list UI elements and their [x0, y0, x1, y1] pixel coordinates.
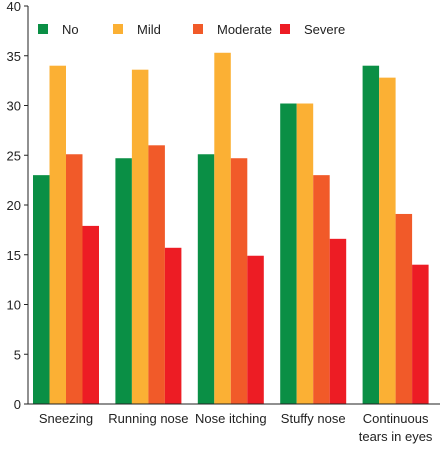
bar-mild: [214, 52, 231, 404]
bar-mild: [131, 69, 149, 405]
legend-item: Severe: [280, 22, 345, 37]
legend-item: Moderate: [193, 22, 272, 37]
y-axis: 0 5 10 15 20 25 30 35 40: [7, 0, 29, 412]
legend-label: Mild: [137, 22, 161, 37]
bar-group: [280, 103, 347, 404]
y-tick-label: 0: [14, 397, 21, 412]
x-category-label-line: Sneezing: [39, 411, 93, 426]
y-tick-label: 25: [7, 148, 21, 163]
bar-group: [197, 52, 264, 404]
bar-severe: [164, 247, 182, 404]
legend-label: Moderate: [217, 22, 272, 37]
x-category-label-line: Nose itching: [195, 411, 267, 426]
bar-no: [280, 103, 297, 404]
bar-moderate: [313, 175, 330, 404]
legend-swatch: [280, 24, 290, 34]
bars: [33, 52, 429, 405]
legend: No Mild Moderate Severe: [38, 22, 345, 37]
x-category-label: Running nose: [108, 411, 188, 426]
legend-swatch: [38, 24, 48, 34]
bar-moderate: [395, 213, 413, 404]
bar-mild: [49, 65, 66, 404]
y-tick-label: 30: [7, 99, 21, 114]
x-axis: Sneezing Running nose Nose itching Stuffy n…: [28, 403, 440, 444]
x-category-label-line: Running nose: [108, 411, 188, 426]
bar-severe: [329, 238, 347, 404]
legend-label: Severe: [304, 22, 345, 37]
y-tick-label: 40: [7, 0, 21, 14]
x-category-label: Sneezing: [39, 411, 93, 426]
legend-item: No: [38, 22, 79, 37]
y-tick-label: 20: [7, 198, 21, 213]
bar-severe: [412, 264, 429, 404]
legend-swatch: [113, 24, 123, 34]
x-category-label: Stuffy nose: [281, 411, 346, 426]
x-category-label-line: Stuffy nose: [281, 411, 346, 426]
bar-group: [362, 65, 429, 404]
bar-no: [197, 154, 215, 404]
bar-moderate: [148, 145, 165, 405]
y-tick-label: 35: [7, 49, 21, 64]
bar-mild: [379, 77, 396, 404]
bar-severe: [247, 255, 264, 404]
x-category-label-line: tears in eyes: [359, 429, 433, 444]
bar-group: [115, 69, 182, 405]
x-category-label: Continuous tears in eyes: [359, 411, 433, 444]
bar-group: [33, 65, 99, 404]
legend-label: No: [62, 22, 79, 37]
x-category-label: Nose itching: [195, 411, 267, 426]
bar-mild: [296, 103, 314, 404]
legend-swatch: [193, 24, 203, 34]
y-tick-label: 10: [7, 298, 21, 313]
bar-no: [115, 158, 132, 404]
bar-no: [362, 65, 380, 404]
bar-severe: [82, 225, 99, 404]
y-tick-label: 5: [14, 347, 21, 362]
legend-item: Mild: [113, 22, 161, 37]
bar-moderate: [230, 158, 248, 404]
y-tick-label: 15: [7, 248, 21, 263]
bar-moderate: [66, 154, 83, 404]
bar-no: [33, 175, 50, 404]
x-category-label-line: Continuous: [363, 411, 429, 426]
